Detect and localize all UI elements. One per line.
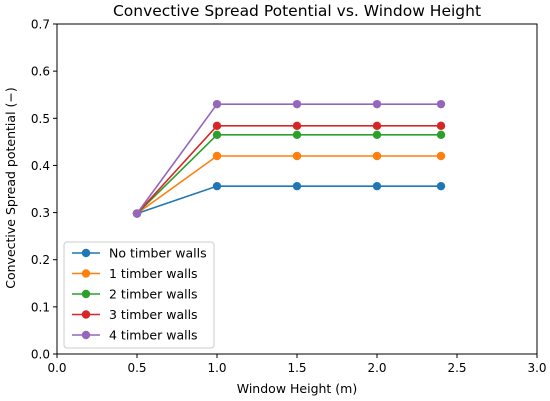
data-point <box>212 151 222 161</box>
y-axis-ticks: 0.0 0.1 0.2 0.3 0.4 0.5 0.6 0.7 <box>31 18 57 362</box>
y-tick-label: 0.2 <box>31 253 50 267</box>
series-group <box>132 99 446 218</box>
legend-marker <box>81 289 91 299</box>
x-tick-label: 1.5 <box>287 361 306 375</box>
data-point <box>212 130 222 139</box>
legend-label: No timber walls <box>109 246 207 261</box>
x-tick-label: 0.5 <box>127 361 146 375</box>
y-tick-label: 0.7 <box>31 18 50 32</box>
legend-item: 2 timber walls <box>72 287 198 302</box>
data-point <box>292 151 302 161</box>
data-point <box>292 130 302 139</box>
y-tick-label: 0.1 <box>31 300 50 314</box>
y-tick-label: 0.5 <box>31 112 50 126</box>
series-3 <box>132 130 446 218</box>
x-tick-label: 2.0 <box>367 361 386 375</box>
data-point <box>372 130 382 139</box>
data-point <box>132 209 142 218</box>
data-point <box>436 130 446 139</box>
data-point <box>372 99 382 109</box>
data-point <box>372 121 382 131</box>
data-point <box>436 151 446 161</box>
data-point <box>436 99 446 109</box>
legend-marker <box>81 310 91 319</box>
y-tick-label: 0.0 <box>31 348 50 362</box>
data-point <box>292 181 302 191</box>
chart-title: Convective Spread Potential vs. Window H… <box>113 2 481 20</box>
data-point <box>372 181 382 191</box>
legend-box <box>63 241 215 349</box>
legend-marker <box>81 248 91 258</box>
legend-item: 4 timber walls <box>72 328 198 343</box>
data-point <box>212 99 222 109</box>
data-point <box>372 151 382 161</box>
data-point <box>292 99 302 109</box>
legend-marker <box>81 330 91 340</box>
legend-marker <box>81 269 91 278</box>
data-point <box>292 121 302 131</box>
y-tick-label: 0.4 <box>31 159 50 173</box>
y-tick-label: 0.6 <box>31 65 50 79</box>
legend-label: 3 timber walls <box>109 307 198 322</box>
legend: No timber walls 1 timber walls 2 timber wa… <box>63 241 215 349</box>
y-axis-label: Convective Spread potential (−) <box>3 87 18 289</box>
x-tick-label: 3.0 <box>527 361 546 375</box>
data-point <box>436 181 446 191</box>
data-point <box>212 121 222 131</box>
legend-label: 2 timber walls <box>109 287 198 302</box>
series-5 <box>132 99 446 218</box>
data-point <box>212 181 222 191</box>
legend-item: 1 timber walls <box>72 266 198 281</box>
legend-label: 4 timber walls <box>109 328 198 343</box>
data-point <box>436 121 446 131</box>
x-axis-ticks: 0.0 0.5 1.0 1.5 2.0 2.5 3.0 <box>47 354 547 375</box>
legend-label: 1 timber walls <box>109 266 198 281</box>
x-axis-label: Window Height (m) <box>237 381 357 396</box>
legend-item: 3 timber walls <box>72 307 198 322</box>
x-tick-label: 0.0 <box>47 361 66 375</box>
legend-item: No timber walls <box>72 246 207 261</box>
x-tick-label: 2.5 <box>447 361 466 375</box>
y-tick-label: 0.3 <box>31 206 50 220</box>
x-tick-label: 1.0 <box>207 361 226 375</box>
